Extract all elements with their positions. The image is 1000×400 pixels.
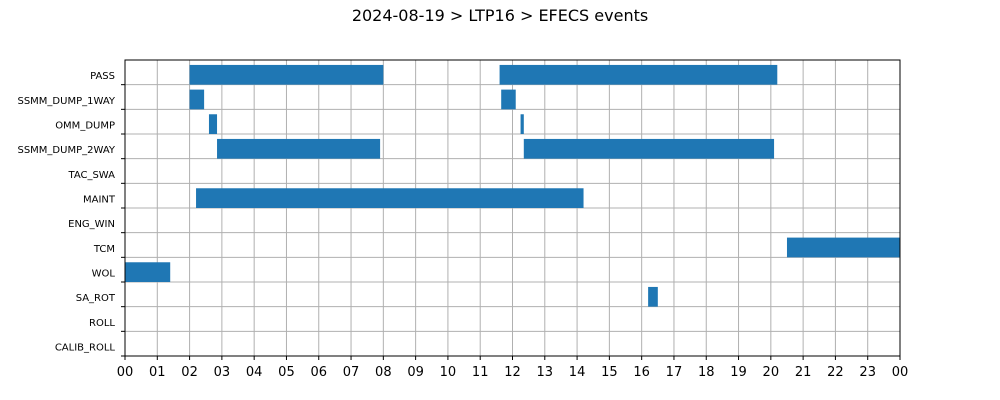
y-tick-label: SSMM_DUMP_2WAY bbox=[17, 145, 115, 156]
event-bar-omm-dump bbox=[520, 114, 524, 134]
event-bar-omm-dump bbox=[208, 114, 218, 134]
x-tick-label: 13 bbox=[537, 365, 554, 380]
x-tick-label: 09 bbox=[407, 365, 424, 380]
event-bar-ssmm-dump-2way bbox=[523, 138, 775, 159]
y-tick-label: TAC_SWA bbox=[67, 170, 115, 181]
x-tick-label: 20 bbox=[763, 365, 780, 380]
x-tick-label: 06 bbox=[310, 365, 327, 380]
event-bar-ssmm-dump-1way bbox=[189, 89, 205, 110]
event-bar-maint bbox=[196, 188, 584, 208]
x-tick-label: 02 bbox=[181, 365, 198, 380]
x-axis-ticks: 00 01 02 03 04 05 06 07 08 09 10 11 12 13 14 15 16 17 18 19… bbox=[117, 356, 909, 380]
x-tick-label: 10 bbox=[440, 365, 457, 380]
event-bar-wol bbox=[125, 262, 171, 282]
event-bars bbox=[125, 64, 900, 307]
y-tick-label: CALIB_ROLL bbox=[55, 343, 116, 354]
x-tick-label: 01 bbox=[149, 365, 166, 380]
x-tick-label: 23 bbox=[859, 365, 876, 380]
y-tick-label: TCM bbox=[93, 244, 115, 255]
y-tick-label: SA_ROT bbox=[76, 293, 116, 304]
y-tick-label: MAINT bbox=[83, 195, 116, 206]
y-tick-label: PASS bbox=[90, 71, 115, 82]
event-bar-pass bbox=[499, 64, 778, 85]
y-tick-label: OMM_DUMP bbox=[55, 121, 115, 132]
chart-title: 2024-08-19 > LTP16 > EFECS events bbox=[351, 6, 649, 25]
x-tick-label: 22 bbox=[827, 365, 844, 380]
y-tick-label: WOL bbox=[92, 269, 116, 280]
event-bar-tcm bbox=[786, 237, 900, 258]
event-bar-pass bbox=[189, 64, 384, 85]
y-tick-label: ENG_WIN bbox=[68, 219, 115, 230]
x-tick-label: 19 bbox=[730, 365, 747, 380]
x-tick-label: 11 bbox=[472, 365, 489, 380]
x-tick-label: 03 bbox=[214, 365, 231, 380]
x-tick-label: 14 bbox=[569, 365, 586, 380]
x-tick-label: 17 bbox=[666, 365, 683, 380]
x-tick-label: 00 bbox=[117, 365, 134, 380]
x-tick-label: 04 bbox=[246, 365, 263, 380]
y-tick-label: SSMM_DUMP_1WAY bbox=[17, 96, 115, 107]
event-bar-ssmm-dump-2way bbox=[217, 138, 381, 159]
y-axis-ticks: PASS SSMM_DUMP_1WAY OMM_DUMP SSMM_DUMP_2WAY… bbox=[17, 71, 125, 357]
grid bbox=[125, 60, 900, 356]
x-tick-label: 05 bbox=[278, 365, 295, 380]
x-tick-label: 07 bbox=[343, 365, 360, 380]
x-tick-label: 15 bbox=[601, 365, 618, 380]
x-tick-label: 21 bbox=[795, 365, 812, 380]
x-tick-label: 18 bbox=[698, 365, 715, 380]
event-bar-sa-rot bbox=[648, 286, 658, 307]
x-tick-label: 00 bbox=[892, 365, 909, 380]
x-tick-label: 12 bbox=[504, 365, 521, 380]
x-tick-label: 08 bbox=[375, 365, 392, 380]
y-tick-label: ROLL bbox=[89, 318, 115, 329]
x-tick-label: 16 bbox=[633, 365, 650, 380]
event-bar-ssmm-dump-1way bbox=[501, 89, 516, 110]
